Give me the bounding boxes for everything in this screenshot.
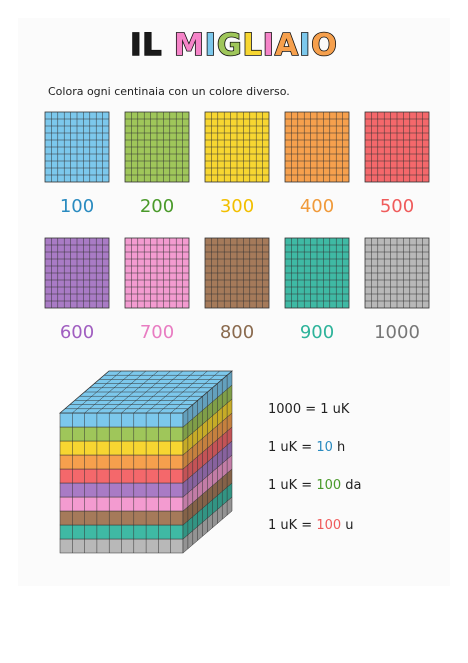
block-label: 900 [300,322,334,343]
equation-part: 100 [316,478,341,493]
block-label: 200 [140,196,174,217]
equation: 1000 = 1 uK [268,402,350,417]
equation-part: u [341,518,353,533]
cube-grid [72,375,228,553]
equation: 1 uK = 10 h [268,440,345,455]
block-label: 800 [220,322,254,343]
cube-top-grid [64,370,228,414]
equation-part: 1000 = 1 uK [268,402,350,417]
block-label: 300 [220,196,254,217]
blocks: 100 200 300 400 500 600 700 800 900 1000 [44,111,430,343]
equation-part: da [341,478,361,493]
equation-part: 100 [316,518,341,533]
grid [285,238,349,308]
block-label: 1000 [374,322,420,343]
grid [205,238,269,308]
block-label: 700 [140,322,174,343]
block-label: 500 [380,196,414,217]
equation-part: 1 uK = [268,440,316,455]
grid [205,112,269,182]
block-label: 100 [60,196,94,217]
equation: 1 uK = 100 da [268,478,362,493]
grid [125,112,189,182]
equation: 1 uK = 100 u [268,518,354,533]
cube [58,370,234,554]
block-label: 400 [300,196,334,217]
grid [45,238,109,308]
title: IL MIGLIAIO [130,28,338,63]
equation-part: h [333,440,345,455]
equation-part: 1 uK = [268,478,316,493]
grid [365,112,429,182]
equations: 1000 = 1 uK1 uK = 10 h1 uK = 100 da1 uK … [268,402,362,533]
instruction: Colora ogni centinaia con un colore dive… [48,85,290,98]
block-label: 600 [60,322,94,343]
grid [365,238,429,308]
grid [285,112,349,182]
equation-part: 10 [316,440,333,455]
grid [45,112,109,182]
grid [125,238,189,308]
equation-part: 1 uK = [268,518,316,533]
